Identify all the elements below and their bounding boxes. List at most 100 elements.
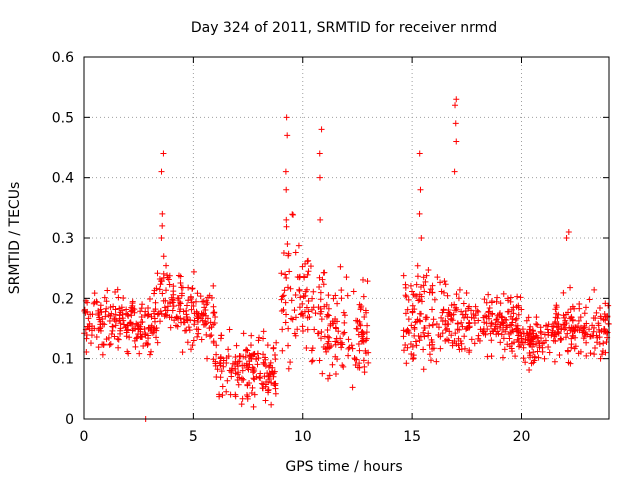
data-point: [316, 283, 323, 290]
data-point: [409, 288, 416, 295]
data-point: [283, 186, 290, 193]
data-point: [97, 306, 104, 313]
data-point: [338, 287, 345, 294]
data-point: [280, 250, 287, 257]
data-point: [483, 320, 490, 327]
data-point: [505, 297, 512, 304]
data-point: [102, 308, 109, 315]
data-point: [582, 304, 589, 311]
data-point: [218, 332, 225, 339]
data-point: [364, 322, 371, 329]
data-point: [133, 320, 140, 327]
data-point: [208, 324, 215, 331]
data-point: [317, 289, 324, 296]
data-point: [300, 293, 307, 300]
data-point: [126, 334, 133, 341]
data-point: [89, 311, 96, 318]
data-point: [234, 363, 241, 370]
data-point: [574, 323, 581, 330]
data-point: [534, 348, 541, 355]
data-point: [153, 285, 160, 292]
data-point: [542, 337, 549, 344]
data-point: [425, 266, 432, 273]
data-point: [546, 349, 553, 356]
data-point: [144, 341, 151, 348]
data-point: [188, 299, 195, 306]
data-point: [235, 381, 242, 388]
data-point: [305, 268, 312, 275]
data-point: [218, 368, 225, 375]
data-point: [451, 168, 458, 175]
data-point: [581, 310, 588, 317]
data-point: [159, 290, 166, 297]
data-point: [407, 282, 414, 289]
data-point: [456, 346, 463, 353]
data-point: [563, 235, 570, 241]
data-point: [177, 280, 184, 287]
data-point: [458, 308, 465, 315]
data-point: [480, 326, 487, 333]
data-point: [190, 337, 197, 344]
axis-ticks: 0 5 10 15 20 0 0.1 0.2 0.3 0.4 0.5 0.6: [52, 50, 609, 445]
data-point: [318, 316, 325, 323]
data-point: [200, 298, 207, 305]
data-point: [360, 338, 367, 345]
data-point: [445, 321, 452, 328]
data-point: [285, 342, 292, 349]
data-point: [256, 374, 263, 381]
data-point: [220, 363, 227, 370]
data-point: [507, 298, 514, 305]
data-point: [461, 333, 468, 340]
data-point: [488, 298, 495, 305]
data-point: [279, 293, 286, 300]
data-point: [345, 336, 352, 343]
data-point: [309, 295, 316, 302]
data-point: [116, 317, 123, 324]
data-point: [206, 333, 213, 340]
data-point: [316, 150, 323, 157]
data-point: [289, 211, 296, 218]
data-point: [158, 235, 165, 241]
data-point: [285, 250, 292, 257]
data-point: [284, 284, 291, 291]
data-point: [587, 350, 594, 357]
data-point: [170, 291, 177, 298]
data-point: [527, 341, 534, 348]
data-point: [317, 305, 324, 312]
data-point: [357, 322, 364, 329]
data-point: [413, 293, 420, 300]
data-point: [404, 306, 411, 313]
data-point: [346, 344, 353, 351]
data-point: [108, 331, 115, 338]
data-point: [448, 332, 455, 339]
data-point: [438, 314, 445, 321]
data-point: [405, 296, 412, 303]
data-point: [414, 262, 421, 269]
data-point: [316, 174, 323, 181]
data-point: [188, 346, 195, 353]
data-point: [466, 349, 473, 356]
data-point: [405, 316, 412, 323]
data-point: [514, 293, 521, 300]
data-point: [471, 340, 478, 347]
data-point: [425, 332, 432, 339]
data-point: [583, 320, 590, 327]
data-point: [402, 292, 409, 299]
x-tick-label: 5: [189, 429, 198, 445]
data-point: [335, 328, 342, 335]
data-point: [453, 96, 460, 103]
data-point: [516, 329, 523, 336]
data-point: [318, 126, 325, 133]
data-point: [506, 343, 513, 350]
data-point: [213, 342, 220, 349]
data-point: [400, 333, 407, 340]
data-point: [509, 327, 516, 334]
data-point: [365, 359, 372, 366]
data-point: [129, 307, 136, 314]
data-point: [307, 263, 314, 270]
data-point: [173, 322, 179, 329]
data-point: [493, 316, 500, 323]
data-point: [420, 346, 427, 353]
data-point: [232, 365, 239, 372]
